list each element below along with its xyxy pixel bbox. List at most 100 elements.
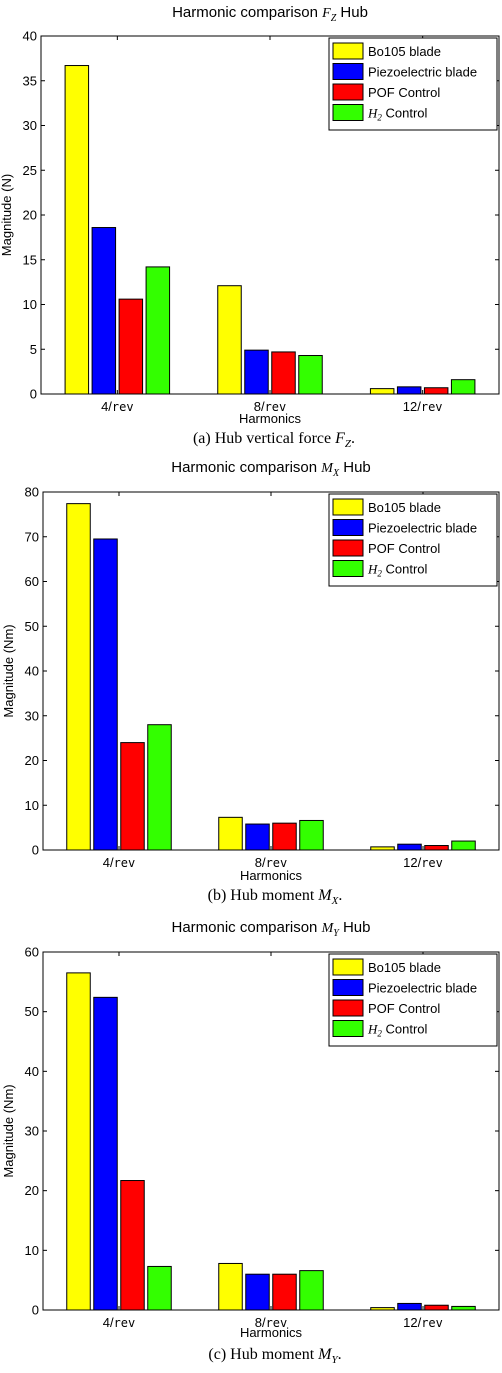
legend-label: Piezoelectric blade [368, 65, 477, 80]
bar-12-rev-series-3 [424, 845, 449, 851]
bar-8-rev-series-4 [299, 1270, 324, 1311]
y-tick-label: 5 [30, 342, 37, 357]
bar-8-rev-series-3 [271, 351, 296, 395]
bar-12-rev-series-4 [451, 840, 476, 851]
y-tick-label: 80 [25, 485, 39, 500]
bar-4-rev-series-2 [93, 538, 118, 851]
bar-4-rev-series-1 [66, 972, 91, 1311]
y-axis-label: Magnitude (N) [0, 174, 14, 256]
y-tick-label: 10 [25, 1243, 39, 1258]
legend-swatch [332, 560, 364, 577]
chart-title: Harmonic comparison MX Hub [171, 459, 371, 479]
bar-4-rev-series-1 [64, 65, 90, 395]
bar-8-rev-series-4 [299, 819, 324, 851]
bar-4-rev-series-4 [147, 1265, 172, 1311]
x-tick-label: 4/rev [101, 399, 134, 414]
bar-4-rev-series-3 [118, 298, 144, 395]
legend-label: POF Control [368, 1001, 440, 1016]
legend-label: H2 Control [367, 1022, 428, 1039]
x-tick-label: 8/rev [255, 855, 288, 870]
bar-8-rev-series-1 [217, 285, 242, 395]
bar-4-rev-series-4 [145, 266, 171, 395]
legend-swatch [332, 519, 364, 536]
bar-4-rev-series-2 [91, 227, 117, 395]
y-tick-label: 20 [23, 208, 37, 223]
bar-8-rev-series-1 [218, 1262, 243, 1311]
y-tick-label: 15 [23, 252, 37, 267]
y-tick-label: 30 [23, 118, 37, 133]
y-tick-label: 30 [25, 1124, 39, 1139]
legend-swatch [332, 42, 364, 60]
legend-swatch [332, 83, 364, 101]
bar-4-rev-series-4 [147, 724, 172, 851]
y-tick-label: 10 [23, 297, 37, 312]
y-tick-label: 60 [25, 945, 39, 960]
x-tick-label: 12/rev [403, 855, 443, 870]
x-axis-label: Harmonics [240, 1325, 303, 1340]
legend-swatch [332, 104, 364, 121]
legend-label: POF Control [368, 85, 440, 100]
bar-4-rev-series-2 [93, 996, 118, 1311]
y-tick-label: 35 [23, 73, 37, 88]
x-tick-label: 12/rev [403, 399, 443, 414]
y-tick-label: 25 [23, 163, 37, 178]
y-tick-label: 0 [30, 387, 37, 402]
legend-label: Bo105 blade [368, 44, 441, 59]
x-axis-label: Harmonics [240, 868, 303, 883]
legend-swatch [332, 1020, 364, 1037]
legend-label: Piezoelectric blade [368, 521, 477, 536]
y-tick-label: 20 [25, 1183, 39, 1198]
bar-8-rev-series-3 [272, 822, 297, 851]
legend-label: H2 Control [367, 562, 428, 579]
y-tick-label: 30 [25, 708, 39, 723]
x-tick-label: 8/rev [255, 1315, 288, 1330]
legend-swatch [332, 63, 364, 80]
chart-title: Harmonic comparison FZ Hub [172, 4, 368, 24]
bar-8-rev-series-1 [218, 816, 243, 851]
bar-12-rev-series-4 [450, 379, 476, 395]
bar-8-rev-series-2 [245, 823, 270, 851]
x-tick-label: 12/rev [403, 1315, 443, 1330]
bar-8-rev-series-3 [272, 1273, 297, 1311]
bar-4-rev-series-3 [120, 742, 145, 851]
bar-8-rev-series-4 [298, 355, 323, 395]
x-tick-label: 4/rev [103, 855, 136, 870]
bar-12-rev-series-2 [397, 1302, 422, 1311]
y-tick-label: 60 [25, 574, 39, 589]
bar-12-rev-series-2 [397, 843, 422, 851]
bar-12-rev-series-1 [369, 388, 395, 395]
bar-4-rev-series-1 [66, 503, 91, 851]
bar-8-rev-series-2 [245, 1273, 270, 1311]
legend-swatch [332, 539, 364, 557]
bar-12-rev-series-2 [396, 386, 422, 395]
bar-8-rev-series-2 [244, 349, 269, 395]
y-axis-label: Magnitude (Nm) [1, 624, 16, 717]
x-tick-label: 8/rev [254, 399, 287, 414]
y-tick-label: 70 [25, 529, 39, 544]
chart-panel-c: Harmonic comparison MY Hub 4/rev 8/rev 12/r… [1, 919, 500, 1366]
chart-title: Harmonic comparison MY Hub [172, 919, 371, 939]
y-tick-label: 40 [25, 664, 39, 679]
y-tick-label: 20 [25, 753, 39, 768]
bar-4-rev-series-3 [120, 1180, 145, 1311]
legend-swatch [332, 498, 364, 516]
x-axis-label: Harmonics [239, 411, 302, 426]
chart-panel-a: Harmonic comparison FZ Hub 4/rev 8/rev 12/r… [0, 4, 500, 450]
legend-swatch [332, 999, 364, 1017]
legend-label: POF Control [368, 541, 440, 556]
bar-12-rev-series-3 [423, 387, 449, 395]
chart-panel-b: Harmonic comparison MX Hub 4/rev 8/rev 12/r… [1, 459, 500, 907]
y-tick-label: 0 [32, 843, 39, 858]
legend-label: Bo105 blade [368, 500, 441, 515]
y-tick-label: 50 [25, 619, 39, 634]
legend-label: Bo105 blade [368, 960, 441, 975]
figure-caption: (a) Hub vertical force FZ. [193, 430, 355, 450]
y-tick-label: 40 [23, 29, 37, 44]
y-axis-label: Magnitude (Nm) [1, 1084, 16, 1177]
y-tick-label: 40 [25, 1064, 39, 1079]
legend-label: H2 Control [367, 106, 428, 123]
legend-swatch [332, 958, 364, 976]
y-tick-label: 0 [32, 1303, 39, 1318]
figure-caption: (b) Hub moment MX. [208, 887, 343, 907]
